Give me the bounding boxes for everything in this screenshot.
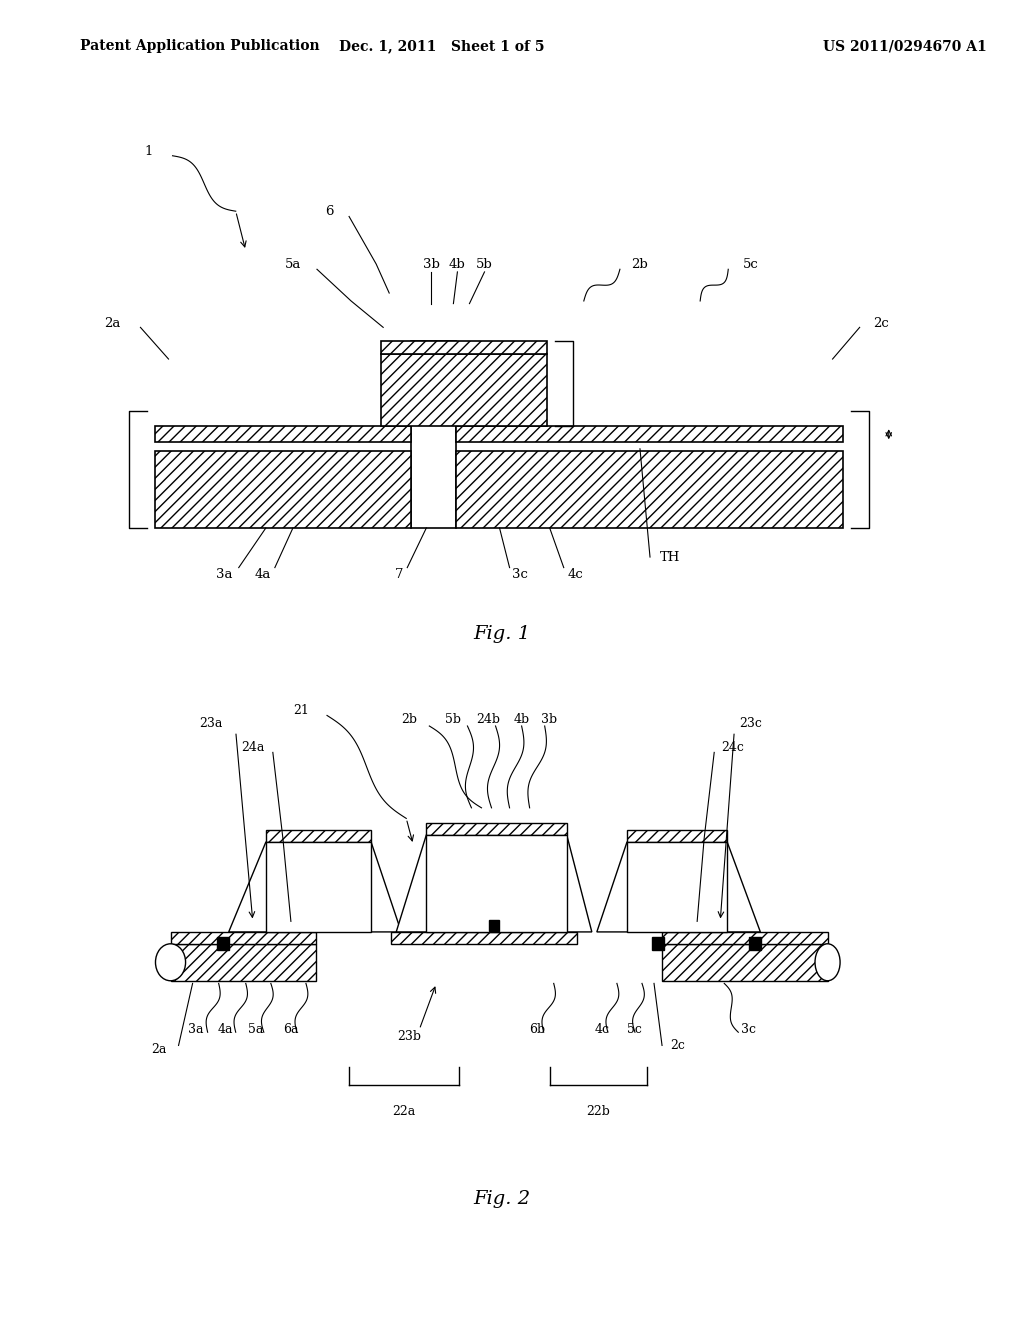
Text: 23c: 23c [739, 717, 762, 730]
Ellipse shape [815, 944, 840, 981]
Text: 4a: 4a [255, 568, 271, 581]
Text: Dec. 1, 2011   Sheet 1 of 5: Dec. 1, 2011 Sheet 1 of 5 [339, 40, 544, 53]
Polygon shape [597, 842, 761, 932]
Text: 1: 1 [144, 145, 153, 158]
Text: TH: TH [659, 550, 680, 564]
Text: 4a: 4a [218, 1023, 233, 1036]
Text: 3c: 3c [512, 568, 527, 581]
Bar [171, 944, 316, 981]
Text: 2c: 2c [872, 317, 889, 330]
Text: 4b: 4b [514, 713, 529, 726]
Text: US 2011/0294670 A1: US 2011/0294670 A1 [822, 40, 986, 53]
Text: 24c: 24c [721, 741, 743, 754]
Polygon shape [228, 842, 401, 932]
Text: 3b: 3b [541, 713, 557, 726]
Text: 5c: 5c [627, 1023, 641, 1036]
Bar [488, 920, 499, 931]
Bar [652, 937, 664, 950]
Bar [266, 830, 371, 842]
Bar [217, 937, 229, 950]
Bar [627, 842, 727, 932]
Bar [381, 354, 547, 426]
Text: 5a: 5a [248, 1023, 263, 1036]
Text: 3a: 3a [216, 568, 232, 581]
Bar [663, 932, 827, 944]
Text: 7: 7 [395, 568, 403, 581]
Text: Fig. 1: Fig. 1 [473, 624, 530, 643]
Bar [391, 932, 577, 944]
Bar [266, 842, 371, 932]
Text: 2b: 2b [632, 257, 648, 271]
Text: 5b: 5b [445, 713, 462, 726]
Bar [627, 830, 727, 842]
Text: 2c: 2c [671, 1039, 685, 1052]
Bar [426, 824, 566, 836]
Bar [156, 426, 412, 442]
Bar [412, 341, 457, 528]
Bar [381, 341, 547, 354]
Text: 6a: 6a [284, 1023, 299, 1036]
Polygon shape [396, 836, 592, 932]
Text: 23a: 23a [199, 717, 222, 730]
Text: 22a: 22a [392, 1105, 416, 1118]
Text: 3c: 3c [740, 1023, 756, 1036]
Bar [426, 836, 566, 932]
Bar [457, 451, 843, 528]
Text: 5a: 5a [285, 257, 301, 271]
Text: 6: 6 [325, 205, 333, 218]
Text: Patent Application Publication: Patent Application Publication [80, 40, 319, 53]
Text: 2a: 2a [104, 317, 121, 330]
Text: 2b: 2b [401, 713, 417, 726]
Bar [749, 937, 761, 950]
Bar [156, 451, 412, 528]
Text: 2a: 2a [151, 1043, 166, 1056]
Text: 4c: 4c [568, 568, 584, 581]
Text: 4b: 4b [450, 257, 466, 271]
Text: 24a: 24a [241, 741, 264, 754]
Text: Fig. 2: Fig. 2 [473, 1189, 530, 1208]
Bar [457, 426, 843, 442]
Bar [663, 944, 827, 981]
Text: 3a: 3a [187, 1023, 204, 1036]
Text: 3b: 3b [423, 257, 439, 271]
Text: 6b: 6b [529, 1023, 546, 1036]
Text: 21: 21 [293, 704, 309, 717]
Text: 4c: 4c [594, 1023, 609, 1036]
Text: 5c: 5c [742, 257, 758, 271]
Text: 24b: 24b [476, 713, 501, 726]
Text: 22b: 22b [587, 1105, 610, 1118]
Text: 5b: 5b [476, 257, 493, 271]
Ellipse shape [156, 944, 185, 981]
Text: 23b: 23b [397, 1030, 421, 1043]
Bar [171, 932, 316, 944]
